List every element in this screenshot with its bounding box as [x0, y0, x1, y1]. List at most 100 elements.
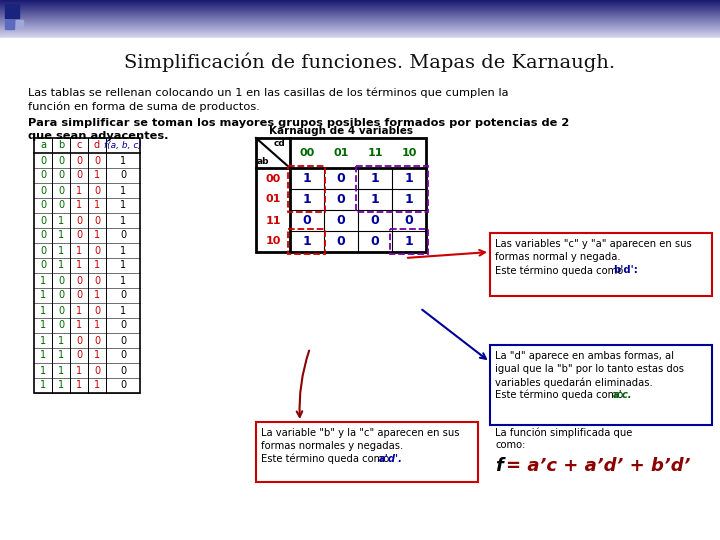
- Text: 0: 0: [58, 291, 64, 300]
- Text: 1: 1: [40, 366, 46, 375]
- Bar: [390, 229, 428, 254]
- Bar: [0, 29, 720, 30]
- Text: 1: 1: [40, 350, 46, 361]
- Text: 1: 1: [405, 193, 413, 206]
- Text: 1: 1: [76, 186, 82, 195]
- Text: 0: 0: [76, 291, 82, 300]
- Text: 0: 0: [94, 335, 100, 346]
- Text: 0: 0: [76, 275, 82, 286]
- Text: 1: 1: [76, 381, 82, 390]
- Text: 0: 0: [337, 172, 346, 185]
- Bar: [0, 12, 720, 13]
- Text: 0: 0: [94, 156, 100, 165]
- Bar: [0, 31, 720, 32]
- Text: 1: 1: [58, 231, 64, 240]
- Bar: [0, 15, 720, 16]
- Text: 0: 0: [120, 231, 126, 240]
- Text: 0: 0: [94, 275, 100, 286]
- Bar: [0, 23, 720, 24]
- Text: 1: 1: [302, 172, 311, 185]
- Text: 1: 1: [405, 172, 413, 185]
- Text: 0: 0: [76, 350, 82, 361]
- Bar: [490, 345, 712, 425]
- Text: 0: 0: [58, 186, 64, 195]
- Text: 1: 1: [120, 306, 126, 315]
- Bar: [0, 22, 720, 23]
- Bar: [0, 6, 720, 7]
- Text: 1: 1: [58, 381, 64, 390]
- Bar: [288, 166, 325, 212]
- Text: 0: 0: [337, 235, 346, 248]
- Bar: [0, 18, 720, 19]
- Text: 10: 10: [265, 237, 281, 246]
- Text: Para simplificar se toman los mayores grupos posibles formados por potencias de : Para simplificar se toman los mayores gr…: [28, 118, 570, 128]
- Text: 1: 1: [58, 260, 64, 271]
- Text: 10: 10: [401, 148, 417, 158]
- Text: 1: 1: [76, 246, 82, 255]
- Text: 1: 1: [94, 171, 100, 180]
- Text: 0: 0: [40, 171, 46, 180]
- Text: cd: cd: [274, 139, 286, 148]
- Text: 0: 0: [40, 246, 46, 255]
- Text: 0: 0: [120, 350, 126, 361]
- Text: 0: 0: [120, 291, 126, 300]
- Bar: [16, 20, 23, 27]
- Text: 0: 0: [58, 275, 64, 286]
- Text: 0: 0: [76, 335, 82, 346]
- Text: 0: 0: [94, 186, 100, 195]
- Text: La "d" aparece en ambas formas, al: La "d" aparece en ambas formas, al: [495, 351, 674, 361]
- Bar: [0, 34, 720, 35]
- Text: 0: 0: [120, 335, 126, 346]
- Bar: [0, 14, 720, 15]
- Bar: [0, 3, 720, 4]
- Bar: [0, 4, 720, 5]
- Text: 0: 0: [94, 215, 100, 226]
- Text: variables quedarán eliminadas.: variables quedarán eliminadas.: [495, 377, 653, 388]
- Text: 01: 01: [333, 148, 348, 158]
- Bar: [0, 30, 720, 31]
- Text: 0: 0: [76, 215, 82, 226]
- Bar: [0, 7, 720, 8]
- Text: igual que la "b" por lo tanto estas dos: igual que la "b" por lo tanto estas dos: [495, 364, 684, 374]
- Bar: [0, 10, 720, 11]
- Bar: [0, 16, 720, 17]
- Text: = a’c + a’d’ + b’d’: = a’c + a’d’ + b’d’: [506, 457, 690, 475]
- Text: 0: 0: [94, 246, 100, 255]
- Bar: [0, 24, 720, 25]
- Text: 0: 0: [58, 321, 64, 330]
- Text: 1: 1: [94, 200, 100, 211]
- Text: Este término queda como: Este término queda como: [261, 454, 392, 464]
- Text: 1: 1: [120, 246, 126, 255]
- Text: 0: 0: [58, 171, 64, 180]
- Text: 0: 0: [40, 260, 46, 271]
- Text: formas normales y negadas.: formas normales y negadas.: [261, 441, 403, 451]
- Text: 0: 0: [76, 171, 82, 180]
- Text: 0: 0: [40, 156, 46, 165]
- Text: a'c.: a'c.: [613, 390, 632, 400]
- Text: 1: 1: [58, 215, 64, 226]
- Text: 1: 1: [94, 321, 100, 330]
- Text: a: a: [40, 140, 46, 151]
- Text: 00: 00: [266, 173, 281, 184]
- Text: f: f: [495, 457, 503, 475]
- Text: 1: 1: [120, 156, 126, 165]
- Text: 1: 1: [40, 291, 46, 300]
- Text: 1: 1: [40, 306, 46, 315]
- Text: 1: 1: [58, 366, 64, 375]
- Text: 0: 0: [302, 214, 311, 227]
- Text: 0: 0: [94, 366, 100, 375]
- Bar: [0, 1, 720, 2]
- Text: 0: 0: [337, 193, 346, 206]
- Text: b: b: [58, 140, 64, 151]
- Text: d: d: [94, 140, 100, 151]
- Bar: [0, 33, 720, 34]
- Text: función en forma de suma de productos.: función en forma de suma de productos.: [28, 101, 260, 111]
- Text: 1: 1: [40, 321, 46, 330]
- Text: 11: 11: [367, 148, 383, 158]
- Text: 0: 0: [120, 321, 126, 330]
- Text: 0: 0: [120, 381, 126, 390]
- Bar: [0, 26, 720, 27]
- Bar: [0, 19, 720, 20]
- Text: 1: 1: [94, 350, 100, 361]
- Text: 00: 00: [300, 148, 315, 158]
